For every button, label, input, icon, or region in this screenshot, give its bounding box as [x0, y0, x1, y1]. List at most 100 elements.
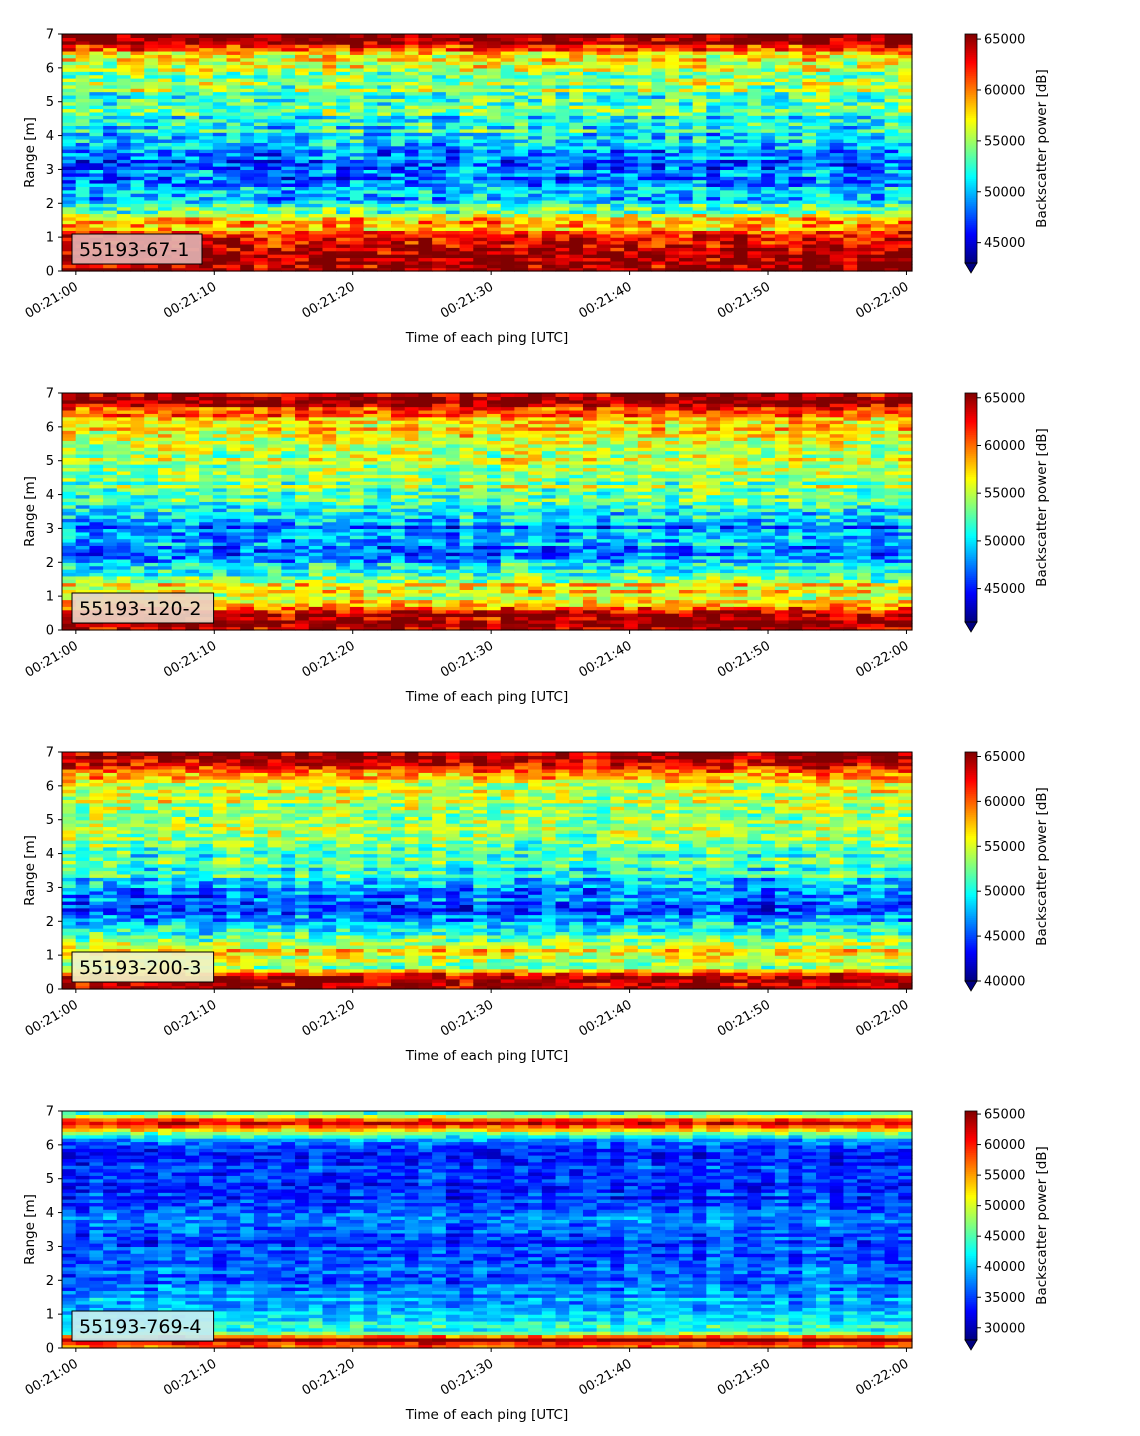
- colorbar-tick-label: 55000: [984, 1169, 1025, 1184]
- y-tick-label: 0: [46, 1342, 54, 1357]
- x-tick-label: 00:21:00: [23, 997, 81, 1039]
- x-tick-label: 00:21:40: [577, 279, 635, 321]
- colorbar-tick-label: 60000: [984, 1138, 1025, 1153]
- chart-panel-4: 0 1 2 3 4 5 6 7 00:21:00 00:21:10 00:21:20 00:21:30…: [22, 1105, 1050, 1424]
- x-tick-label: 00:21:40: [577, 997, 635, 1039]
- colorbar-tick-label: 50000: [984, 1199, 1025, 1214]
- x-tick-label: 00:21:10: [161, 279, 219, 321]
- y-tick-label: 3: [46, 881, 54, 896]
- y-tick-label: 5: [46, 1172, 54, 1187]
- colorbar-tick-label: 50000: [984, 185, 1025, 200]
- y-tick-label: 1: [46, 949, 54, 964]
- colorbar-tick-label: 45000: [984, 582, 1025, 597]
- colorbar-label: Backscatter power [dB]: [1034, 787, 1050, 946]
- x-tick-label: 00:22:00: [853, 279, 911, 321]
- panel-label-text: 55193-120-2: [79, 598, 202, 620]
- colorbar-extend-arrow: [964, 262, 978, 274]
- colorbar-tick-label: 55000: [984, 134, 1025, 149]
- colorbar-tick-label: 65000: [984, 33, 1025, 48]
- x-tick-label: 00:21:50: [715, 279, 773, 321]
- y-tick-label: 2: [46, 197, 54, 212]
- panel-label: 55193-769-4: [71, 1310, 215, 1342]
- y-tick-label: 4: [46, 847, 54, 862]
- x-axis-label: Time of each ping [UTC]: [405, 1048, 569, 1064]
- y-tick-label: 6: [46, 1138, 54, 1153]
- colorbar-tick-label: 30000: [984, 1321, 1025, 1336]
- y-tick-label: 6: [46, 420, 54, 435]
- chart-panel-2: 0 1 2 3 4 5 6 7 00:21:00 00:21:10 00:21:20 00:21:30…: [22, 387, 1050, 706]
- y-tick-label: 3: [46, 163, 54, 178]
- colorbar-2: 45000 50000 55000 60000 65000 Backscatter pow…: [964, 391, 1050, 633]
- heatmap-2: [62, 393, 913, 631]
- colorbar-tick-label: 35000: [984, 1291, 1025, 1306]
- colorbar-tick-label: 45000: [984, 236, 1025, 251]
- y-tick-label: 5: [46, 813, 54, 828]
- y-tick-label: 1: [46, 1308, 54, 1323]
- panel-label-box: [71, 1310, 215, 1342]
- panel-label-text: 55193-67-1: [79, 239, 189, 261]
- x-tick-label: 00:21:10: [161, 1356, 219, 1398]
- colorbar-tick-label: 65000: [984, 750, 1025, 765]
- colorbar-extend-arrow: [964, 980, 978, 992]
- colorbar-label: Backscatter power [dB]: [1034, 428, 1050, 587]
- x-tick-label: 00:21:20: [300, 997, 358, 1039]
- colorbar-frame: [964, 1110, 978, 1341]
- panel-label-text: 55193-200-3: [79, 957, 202, 979]
- x-tick-label: 00:21:20: [300, 638, 358, 680]
- x-tick-label: 00:21:40: [577, 1356, 635, 1398]
- y-axis-label: Range [m]: [22, 117, 38, 188]
- colorbar-label: Backscatter power [dB]: [1034, 69, 1050, 228]
- x-tick-label: 00:21:30: [438, 997, 496, 1039]
- colorbar-tick-label: 55000: [984, 840, 1025, 855]
- y-tick-label: 0: [46, 265, 54, 280]
- y-tick-label: 3: [46, 1240, 54, 1255]
- colorbar-tick-label: 55000: [984, 487, 1025, 502]
- y-tick-label: 4: [46, 488, 54, 503]
- x-axis-label: Time of each ping [UTC]: [405, 689, 569, 705]
- colorbar-1: 45000 50000 55000 60000 65000 Backscatter pow…: [964, 33, 1050, 274]
- y-tick-label: 6: [46, 61, 54, 76]
- y-tick-label: 0: [46, 983, 54, 998]
- chart-panel-3: 0 1 2 3 4 5 6 7 00:21:00 00:21:10 00:21:20 00:21:30…: [22, 746, 1050, 1065]
- x-tick-label: 00:21:00: [23, 638, 81, 680]
- x-tick-label: 00:21:40: [577, 638, 635, 680]
- colorbar-tick-label: 40000: [984, 975, 1025, 990]
- x-tick-label: 00:22:00: [853, 638, 911, 680]
- colorbar-frame: [964, 392, 978, 623]
- x-tick-label: 00:21:30: [438, 638, 496, 680]
- y-tick-label: 4: [46, 129, 54, 144]
- y-tick-label: 7: [46, 746, 54, 761]
- panel-label-box: [71, 951, 215, 983]
- x-tick-label: 00:21:50: [715, 638, 773, 680]
- colorbar-frame: [964, 33, 978, 264]
- panel-label: 55193-200-3: [71, 951, 215, 983]
- heatmap-1: [62, 34, 913, 272]
- colorbar-tick-label: 65000: [984, 391, 1025, 406]
- x-tick-label: 00:21:30: [438, 1356, 496, 1398]
- colorbar-extend-arrow: [964, 621, 978, 633]
- x-tick-label: 00:22:00: [853, 1356, 911, 1398]
- x-tick-label: 00:21:20: [300, 279, 358, 321]
- colorbar-4: 30000 35000 40000 45000 50000 55000 60000 65000…: [964, 1108, 1050, 1351]
- panel-label-box: [71, 233, 203, 265]
- x-tick-label: 00:21:10: [161, 997, 219, 1039]
- x-tick-label: 00:21:00: [23, 1356, 81, 1398]
- colorbar-tick-label: 45000: [984, 930, 1025, 945]
- colorbar-tick-label: 60000: [984, 439, 1025, 454]
- y-axis-label: Range [m]: [22, 835, 38, 906]
- colorbar-tick-label: 50000: [984, 885, 1025, 900]
- plot-frame: [61, 751, 913, 990]
- colorbar-3: 40000 45000 50000 55000 60000 65000 Backscatte…: [964, 750, 1050, 992]
- y-tick-label: 1: [46, 590, 54, 605]
- colorbar-label: Backscatter power [dB]: [1034, 1146, 1050, 1305]
- colorbar-tick-label: 65000: [984, 1108, 1025, 1123]
- heatmap-4: [62, 1111, 913, 1349]
- y-tick-label: 4: [46, 1206, 54, 1221]
- y-tick-label: 2: [46, 556, 54, 571]
- y-tick-label: 1: [46, 231, 54, 246]
- y-tick-label: 5: [46, 95, 54, 110]
- x-tick-label: 00:21:50: [715, 1356, 773, 1398]
- y-tick-label: 7: [46, 1105, 54, 1120]
- x-tick-label: 00:21:00: [23, 279, 81, 321]
